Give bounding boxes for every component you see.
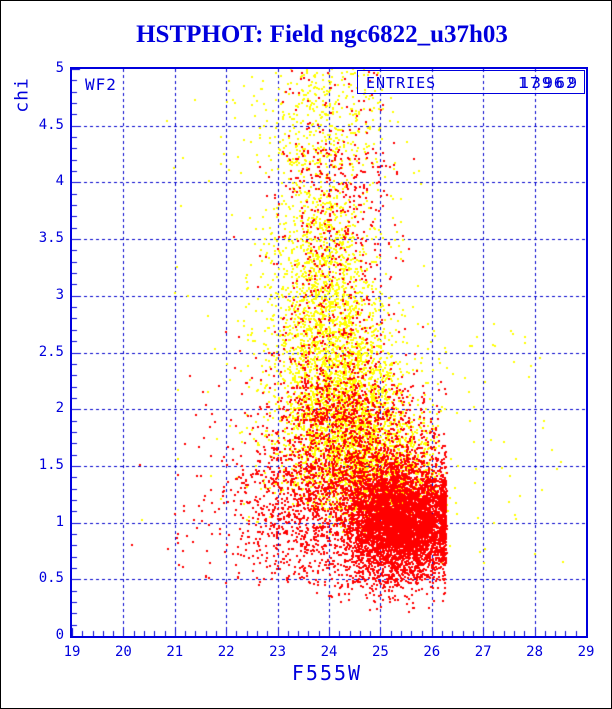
entries-value-1: 13969 — [519, 74, 580, 92]
y-tick-label: 1.5 — [38, 456, 64, 473]
y-tick-label: 0.5 — [38, 570, 64, 587]
entries-stat-box: ENTRIES 13969 17962 — [357, 70, 585, 94]
x-tick-label: 20 — [114, 644, 132, 660]
x-axis-label: F555W — [291, 661, 363, 685]
y-tick-label: 3.5 — [38, 230, 64, 247]
y-tick-label: 1 — [55, 513, 64, 530]
x-tick-label: 25 — [371, 644, 389, 660]
x-tick-label: 26 — [423, 644, 441, 660]
y-tick-label: 4.5 — [38, 116, 64, 133]
plot-area — [70, 67, 588, 638]
x-tick-label: 21 — [166, 644, 184, 660]
x-tick-label: 29 — [577, 644, 595, 660]
scatter-canvas — [72, 69, 586, 636]
y-tick-label: 0 — [55, 627, 64, 643]
entries-label: ENTRIES — [366, 74, 437, 92]
y-tick-label: 4 — [55, 173, 64, 190]
detector-label: WF2 — [85, 75, 117, 94]
y-tick-label: 3 — [55, 286, 64, 303]
y-tick-label: 2.5 — [38, 343, 64, 360]
y-tick-label: 5 — [55, 60, 64, 76]
y-axis-label: chi — [11, 77, 33, 113]
entries-value-2: 17962 — [517, 74, 578, 92]
x-tick-label: 27 — [474, 644, 492, 660]
y-tick-label: 2 — [55, 400, 64, 417]
x-tick-label: 24 — [320, 644, 338, 660]
page-title: HSTPHOT: Field ngc6822_u37h03 — [136, 21, 508, 48]
x-tick-label: 19 — [63, 644, 81, 660]
x-tick-label: 28 — [526, 644, 544, 660]
x-tick-label: 22 — [217, 644, 235, 660]
x-tick-label: 23 — [269, 644, 287, 660]
